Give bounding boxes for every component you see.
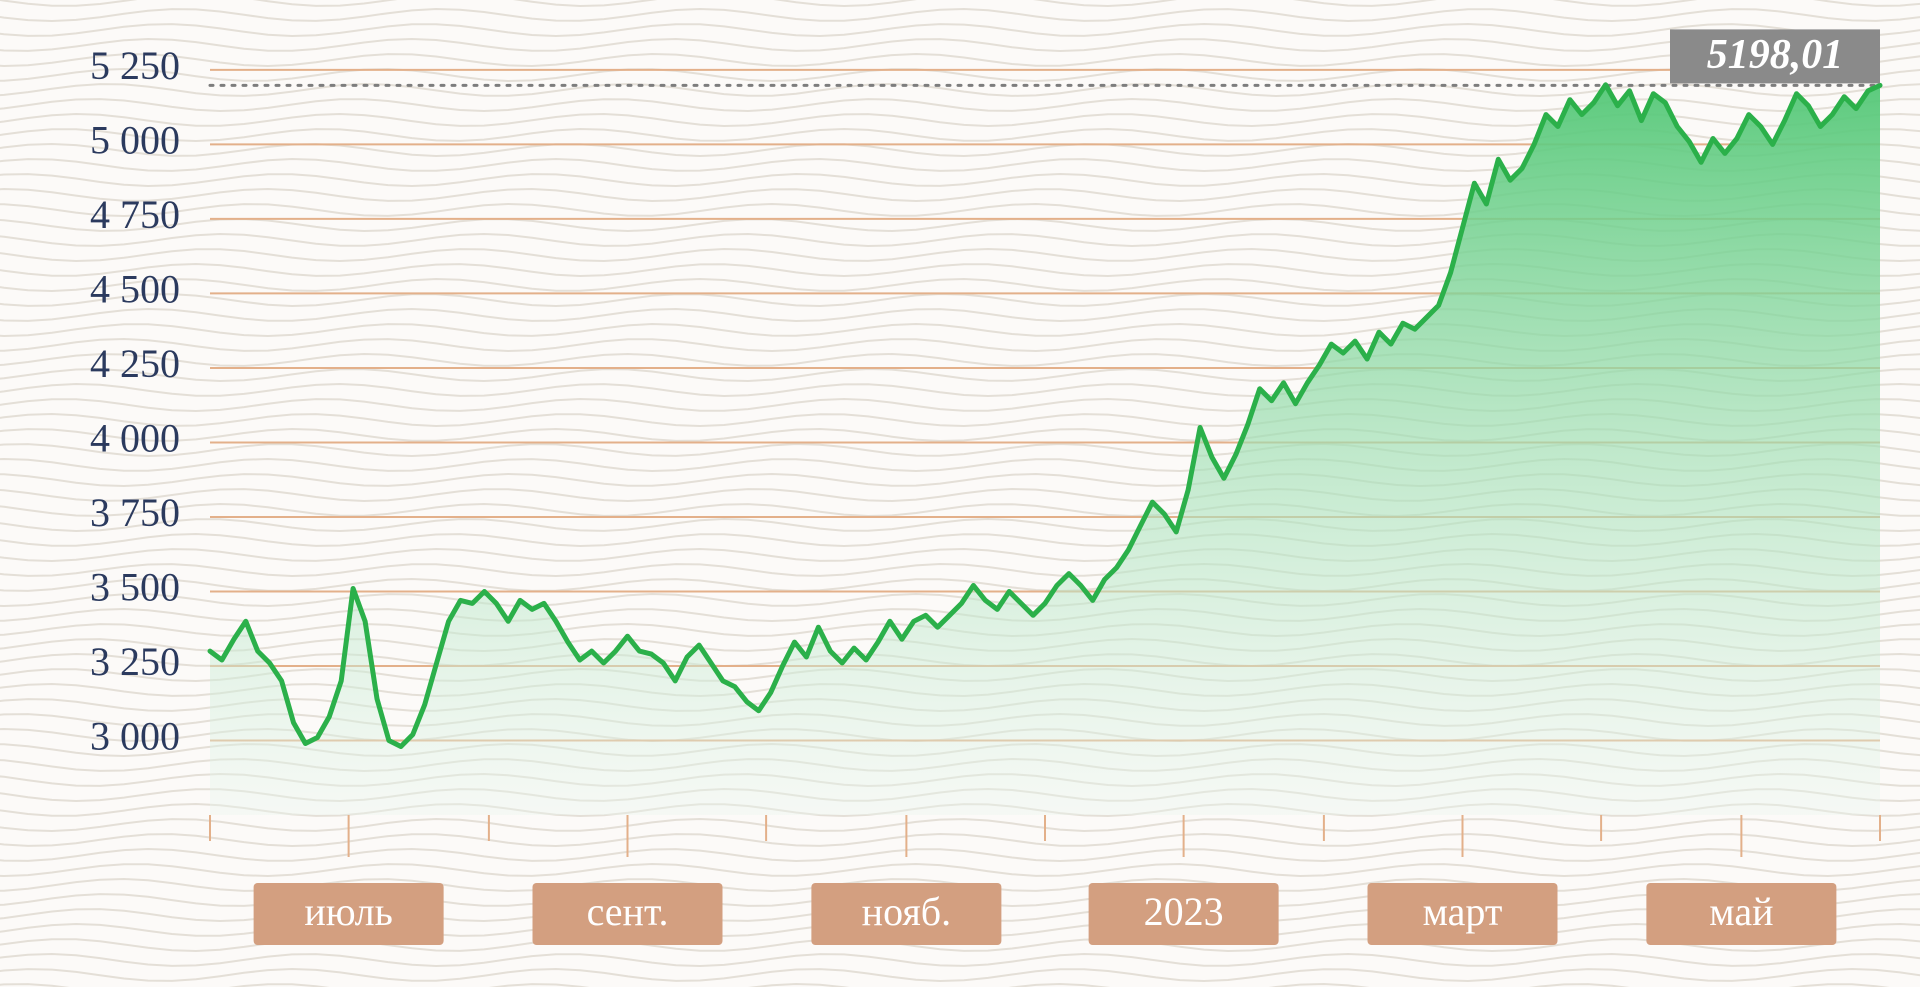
y-tick-label: 4 500	[90, 267, 180, 312]
y-tick-label: 3 000	[90, 714, 180, 759]
x-month-label: март	[1423, 889, 1503, 934]
x-month-label: 2023	[1144, 889, 1224, 934]
y-tick-label: 3 250	[90, 639, 180, 684]
stock-area-chart: 3 000 3 250 3 500 3 750 4 000 4 250 4 500 4 750…	[0, 0, 1920, 987]
current-value-label: 5198,01	[1707, 32, 1844, 78]
y-tick-label: 4 250	[90, 341, 180, 386]
y-tick-label: 5 000	[90, 118, 180, 163]
y-tick-label: 3 750	[90, 490, 180, 535]
y-tick-label: 3 500	[90, 565, 180, 610]
x-month-label: сент.	[587, 889, 669, 934]
y-tick-label: 5 250	[90, 43, 180, 88]
x-month-label: май	[1709, 889, 1773, 934]
x-month-label: нояб.	[862, 889, 951, 934]
x-month-label: июль	[304, 889, 393, 934]
y-tick-label: 4 750	[90, 192, 180, 237]
chart-svg: 3 000 3 250 3 500 3 750 4 000 4 250 4 500 4 750…	[0, 0, 1920, 987]
y-tick-label: 4 000	[90, 416, 180, 461]
